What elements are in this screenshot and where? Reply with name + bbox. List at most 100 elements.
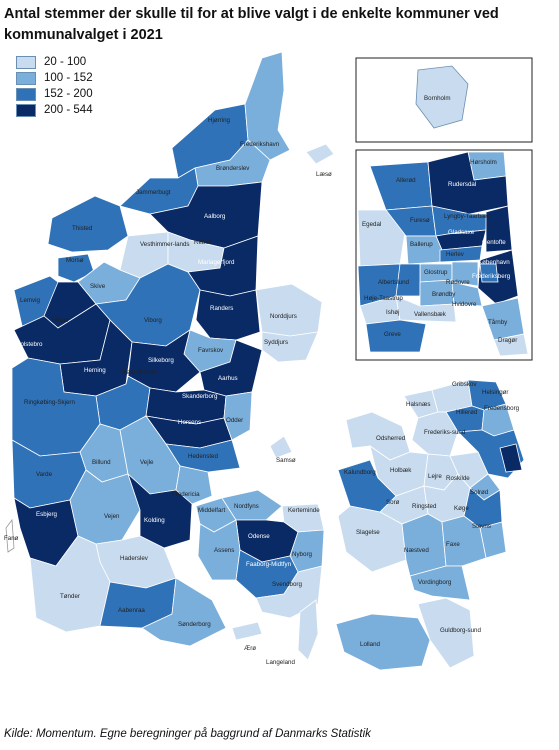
label-favrskov: Favrskov <box>198 347 224 354</box>
label-furesoe: Furesø <box>410 217 430 224</box>
label-bornholm: Bornholm <box>424 95 450 102</box>
label-silkeborg: Silkeborg <box>148 357 174 364</box>
region-syddjurs <box>261 331 319 363</box>
label-varde: Varde <box>36 471 53 478</box>
label-gribskov: Gribskov <box>452 381 477 388</box>
label-ballerup: Ballerup <box>410 241 433 248</box>
label-soroe: Sorø <box>386 499 400 506</box>
label-greve: Greve <box>384 331 401 338</box>
funen <box>195 143 335 661</box>
label-norddjurs: Norddjurs <box>270 313 297 320</box>
label-fanoe: Fanø <box>4 535 19 542</box>
label-vejen: Vejen <box>104 513 120 520</box>
label-herlev: Herlev <box>446 251 465 258</box>
label-samsoe: Samsø <box>276 457 296 464</box>
region-alleroed-inset <box>369 161 433 211</box>
label-odsherred: Odsherred <box>376 435 406 442</box>
label-kalundborg: Kalundborg <box>344 469 376 476</box>
region-greve-inset <box>365 319 427 353</box>
label-ringkoebing-skjern: Ringkøbing-Skjern <box>24 399 75 406</box>
label-frederikshavn: Frederikshavn <box>240 141 280 148</box>
copenhagen-inset-frame <box>355 149 533 361</box>
label-odder: Odder <box>226 417 243 424</box>
label-esbjerg: Esbjerg <box>36 511 58 518</box>
label-ishoej: Ishøj <box>386 309 399 316</box>
region-roedovre-inset <box>451 261 479 287</box>
label-aalborg: Aalborg <box>204 213 226 220</box>
region-kolding <box>127 472 193 549</box>
region-soenderborg <box>141 577 227 647</box>
label-vallensbaek: Vallensbæk <box>414 311 447 318</box>
region-bornholm <box>415 65 469 129</box>
legend-label: 100 - 152 <box>44 72 93 84</box>
label-hvidovre: Hvidovre <box>452 301 477 308</box>
bornholm-inset-frame <box>355 57 533 143</box>
label-dragoer: Dragør <box>498 337 517 344</box>
region-toender <box>29 535 111 633</box>
label-langeland: Langeland <box>266 659 295 666</box>
legend-label: 20 - 100 <box>44 56 87 68</box>
map-legend: 20 - 100 100 - 152 152 - 200 200 - 544 <box>16 54 93 118</box>
label-herning: Herning <box>84 367 106 374</box>
label-jammerbugt: Jammerbugt <box>136 189 171 196</box>
label-gladsaxe: Gladsaxe <box>448 229 475 236</box>
label-struer: Struer <box>52 317 69 324</box>
region-vejen <box>69 469 141 545</box>
label-taarnby: Tårnby <box>488 319 508 326</box>
label-alleroed: Allerød <box>396 177 416 184</box>
label-aarhus: Aarhus <box>218 375 238 382</box>
label-gentofte: Gentofte <box>482 239 506 246</box>
label-roskilde: Roskilde <box>446 475 470 482</box>
label-lolland: Lolland <box>360 641 381 648</box>
label-syddjurs: Syddjurs <box>264 339 288 346</box>
label-guldborgsund: Guldborg-sund <box>440 627 481 634</box>
region-hoersholm-inset <box>467 151 507 181</box>
label-stevns: Stevns <box>472 523 491 530</box>
legend-swatch <box>16 55 36 69</box>
label-faxe: Faxe <box>446 541 460 548</box>
label-ikast-brande: Ikast-Brande <box>122 369 158 376</box>
label-vesthimmerlands: Vesthimmer-lands <box>140 241 190 248</box>
label-randers: Randers <box>210 305 233 312</box>
label-assens: Assens <box>214 547 234 554</box>
copenhagen-inset <box>357 151 529 357</box>
label-billund: Billund <box>92 459 111 466</box>
label-koege: Køge <box>454 505 469 512</box>
region-laesoe <box>305 143 335 165</box>
label-naestved: Næstved <box>404 547 429 554</box>
region-aeroe <box>231 621 263 641</box>
legend-label: 200 - 544 <box>44 104 93 116</box>
label-hoeje-taastrup: Høje-Taastrup <box>364 295 403 302</box>
source-note: Kilde: Momentum. Egne beregninger på bag… <box>4 728 371 740</box>
label-hilleroed: Hillerød <box>456 409 478 416</box>
label-vejle: Vejle <box>140 459 154 466</box>
label-thisted: Thisted <box>72 225 93 232</box>
label-rebild: Rebild <box>194 239 212 246</box>
label-slagelse: Slagelse <box>356 529 380 536</box>
legend-label: 152 - 200 <box>44 88 93 100</box>
label-aeroe: Ærø <box>244 645 256 652</box>
label-helsingoer: Helsingør <box>482 389 508 396</box>
label-nordfyns: Nordfyns <box>234 503 259 510</box>
label-horsens: Horsens <box>178 419 201 426</box>
legend-item: 20 - 100 <box>16 54 93 70</box>
zealand <box>335 379 525 671</box>
region-odder <box>223 391 253 441</box>
legend-swatch <box>16 71 36 85</box>
label-solroed: Solrød <box>470 489 489 496</box>
label-holbaek: Holbæk <box>390 467 412 474</box>
label-hjoerring: Hjørring <box>208 117 231 124</box>
jutland <box>5 51 323 647</box>
region-nordfyns <box>221 489 283 521</box>
region-langeland <box>297 599 319 661</box>
label-odense: Odense <box>248 533 270 540</box>
label-koebenhavn: København <box>478 259 510 266</box>
label-rudersdal: Rudersdal <box>448 181 476 188</box>
region-naestved <box>401 513 447 577</box>
label-holstebro: Holstebro <box>16 341 43 348</box>
region-koebenhavn-small <box>499 443 523 473</box>
legend-item: 200 - 544 <box>16 102 93 118</box>
label-frederikssund: Frederiks-sund <box>424 429 466 436</box>
label-lejre: Lejre <box>428 473 442 480</box>
